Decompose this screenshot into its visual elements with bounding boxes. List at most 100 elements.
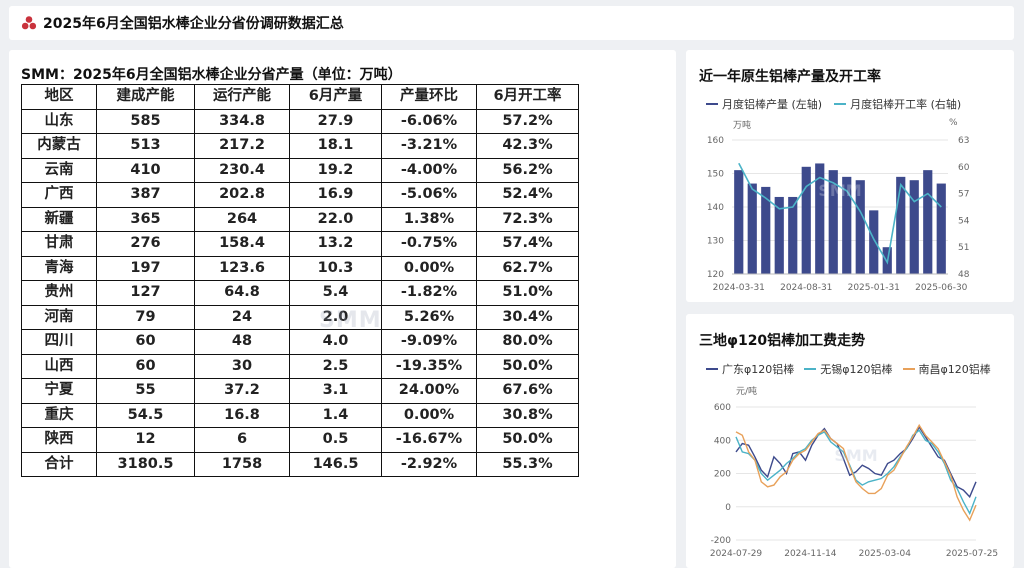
table-cell: 内蒙古 xyxy=(21,133,97,159)
bar xyxy=(761,186,771,274)
table-cell: 重庆 xyxy=(21,402,97,428)
processing-fee-chart-panel: 三地φ120铝棒加工费走势 广东φ120铝棒 无锡φ120铝棒 南昌φ120铝棒… xyxy=(686,314,1014,568)
y-tick-label: 140 xyxy=(707,203,724,213)
table-cell: 410 xyxy=(96,157,195,183)
table-cell: 30 xyxy=(194,353,290,379)
column-header: 运行产能 xyxy=(194,84,290,110)
production-table: 地区 建成产能 运行产能 6月产量 产量环比 6月开工率 山东 585 334.8 2… xyxy=(21,84,579,477)
table-cell: 55.3% xyxy=(476,451,579,477)
bar xyxy=(896,176,906,274)
table-cell: 16.9 xyxy=(289,182,382,208)
legend-item: 无锡φ120铝棒 xyxy=(804,361,893,377)
table-row: 内蒙古 513 217.2 18.1 -3.21% 42.3% xyxy=(21,133,579,159)
y-tick-label: 120 xyxy=(707,270,724,280)
table-cell: 60 xyxy=(96,353,195,379)
table-cell: 5.26% xyxy=(381,304,477,330)
table-cell: -2.92% xyxy=(381,451,477,477)
table-row: 青海 197 123.6 10.3 0.00% 62.7% xyxy=(21,255,579,281)
legend-label: 无锡φ120铝棒 xyxy=(820,363,893,376)
legend-swatch xyxy=(706,103,718,105)
table-cell: 16.8 xyxy=(194,402,290,428)
output-chart-panel: 近一年原生铝棒产量及开工率 月度铝棒产量 (左轴) 月度铝棒开工率 (右轴) 万… xyxy=(686,50,1014,302)
legend-item: 广东φ120铝棒 xyxy=(706,361,794,377)
table-cell: 广西 xyxy=(21,182,97,208)
bar xyxy=(801,166,811,274)
table-cell: 54.5 xyxy=(96,402,195,428)
header-bar: 2025年6月全国铝水棒企业分省份调研数据汇总 xyxy=(9,6,1014,40)
y-tick-label: 400 xyxy=(714,436,731,446)
x-tick-label: 2024-11-14 xyxy=(784,549,837,559)
table-cell: 55 xyxy=(96,378,195,404)
x-tick-label: 2025-03-04 xyxy=(859,549,912,559)
legend-label: 月度铝棒产量 (左轴) xyxy=(722,98,823,111)
table-cell: 0.00% xyxy=(381,255,477,281)
table-cell: 264 xyxy=(194,206,290,232)
watermark: SMM xyxy=(319,308,382,333)
line-series xyxy=(735,425,977,499)
x-tick-label: 2024-03-31 xyxy=(713,283,765,293)
table-cell: 217.2 xyxy=(194,133,290,159)
table-cell: 27.9 xyxy=(289,108,382,134)
table-cell: 24.00% xyxy=(381,378,477,404)
y-tick-label: 150 xyxy=(707,170,724,180)
table-cell: 42.3% xyxy=(476,133,579,159)
bar xyxy=(936,183,946,274)
y-axis-unit: 元/吨 xyxy=(736,387,758,397)
table-cell: 56.2% xyxy=(476,157,579,183)
table-cell: 新疆 xyxy=(21,206,97,232)
table-cell: 62.7% xyxy=(476,255,579,281)
table-cell: 365 xyxy=(96,206,195,232)
table-cell: 13.2 xyxy=(289,231,382,257)
legend-item: 月度铝棒开工率 (右轴) xyxy=(834,96,961,112)
table-row: 广西 387 202.8 16.9 -5.06% 52.4% xyxy=(21,182,579,208)
line-series xyxy=(738,162,942,265)
table-header-row: 地区 建成产能 运行产能 6月产量 产量环比 6月开工率 xyxy=(21,84,579,110)
table-cell: 60 xyxy=(96,329,195,355)
legend-swatch xyxy=(706,368,718,370)
table-cell: 四川 xyxy=(21,329,97,355)
table-cell: 合计 xyxy=(21,451,97,477)
legend-swatch xyxy=(834,103,847,105)
table-cell: 57.4% xyxy=(476,231,579,257)
table-row: 山东 585 334.8 27.9 -6.06% 57.2% xyxy=(21,108,579,134)
table-cell: 123.6 xyxy=(194,255,290,281)
table-cell: 48 xyxy=(194,329,290,355)
table-cell: 陕西 xyxy=(21,427,97,453)
bar xyxy=(815,163,825,274)
table-cell: 3.1 xyxy=(289,378,382,404)
table-title: SMM：2025年6月全国铝水棒企业分省产量（单位：万吨） xyxy=(21,67,402,83)
table-cell: -6.06% xyxy=(381,108,477,134)
processing-fee-chart: -200 0 200 400 600 2024-07-29 2024-11-14 2025-0… xyxy=(710,403,998,559)
table-cell: 52.4% xyxy=(476,182,579,208)
chart-title: 三地φ120铝棒加工费走势 xyxy=(699,333,866,349)
table-cell: -5.06% xyxy=(381,182,477,208)
legend-swatch xyxy=(804,368,817,370)
bar xyxy=(842,176,852,274)
table-cell: 72.3% xyxy=(476,206,579,232)
legend-label: 南昌φ120铝棒 xyxy=(918,363,991,376)
table-cell: -19.35% xyxy=(381,353,477,379)
table-cell: 山东 xyxy=(21,108,97,134)
legend-label: 广东φ120铝棒 xyxy=(722,363,795,376)
table-cell: 513 xyxy=(96,133,195,159)
table-cell: 202.8 xyxy=(194,182,290,208)
x-tick-label: 2025-06-30 xyxy=(915,283,968,293)
table-cell: 1.38% xyxy=(381,206,477,232)
table-cell: 79 xyxy=(96,304,195,330)
page-title: 2025年6月全国铝水棒企业分省份调研数据汇总 xyxy=(43,16,344,32)
table-cell: 64.8 xyxy=(194,280,290,306)
table-cell: 1758 xyxy=(194,451,290,477)
table-cell: 50.0% xyxy=(476,353,579,379)
y2-tick-label: 57 xyxy=(958,190,969,200)
legend-label: 月度铝棒开工率 (右轴) xyxy=(850,98,962,111)
line-series xyxy=(735,423,977,522)
table-cell: 贵州 xyxy=(21,280,97,306)
legend-item: 月度铝棒产量 (左轴) xyxy=(706,96,822,112)
y2-tick-label: 60 xyxy=(958,163,970,173)
bar xyxy=(828,170,838,274)
table-cell: 19.2 xyxy=(289,157,382,183)
table-cell: -0.75% xyxy=(381,231,477,257)
table-row: 贵州 127 64.8 5.4 -1.82% 51.0% xyxy=(21,280,579,306)
column-header: 建成产能 xyxy=(96,84,195,110)
table-row: 合计 3180.5 1758 146.5 -2.92% 55.3% xyxy=(21,451,579,477)
